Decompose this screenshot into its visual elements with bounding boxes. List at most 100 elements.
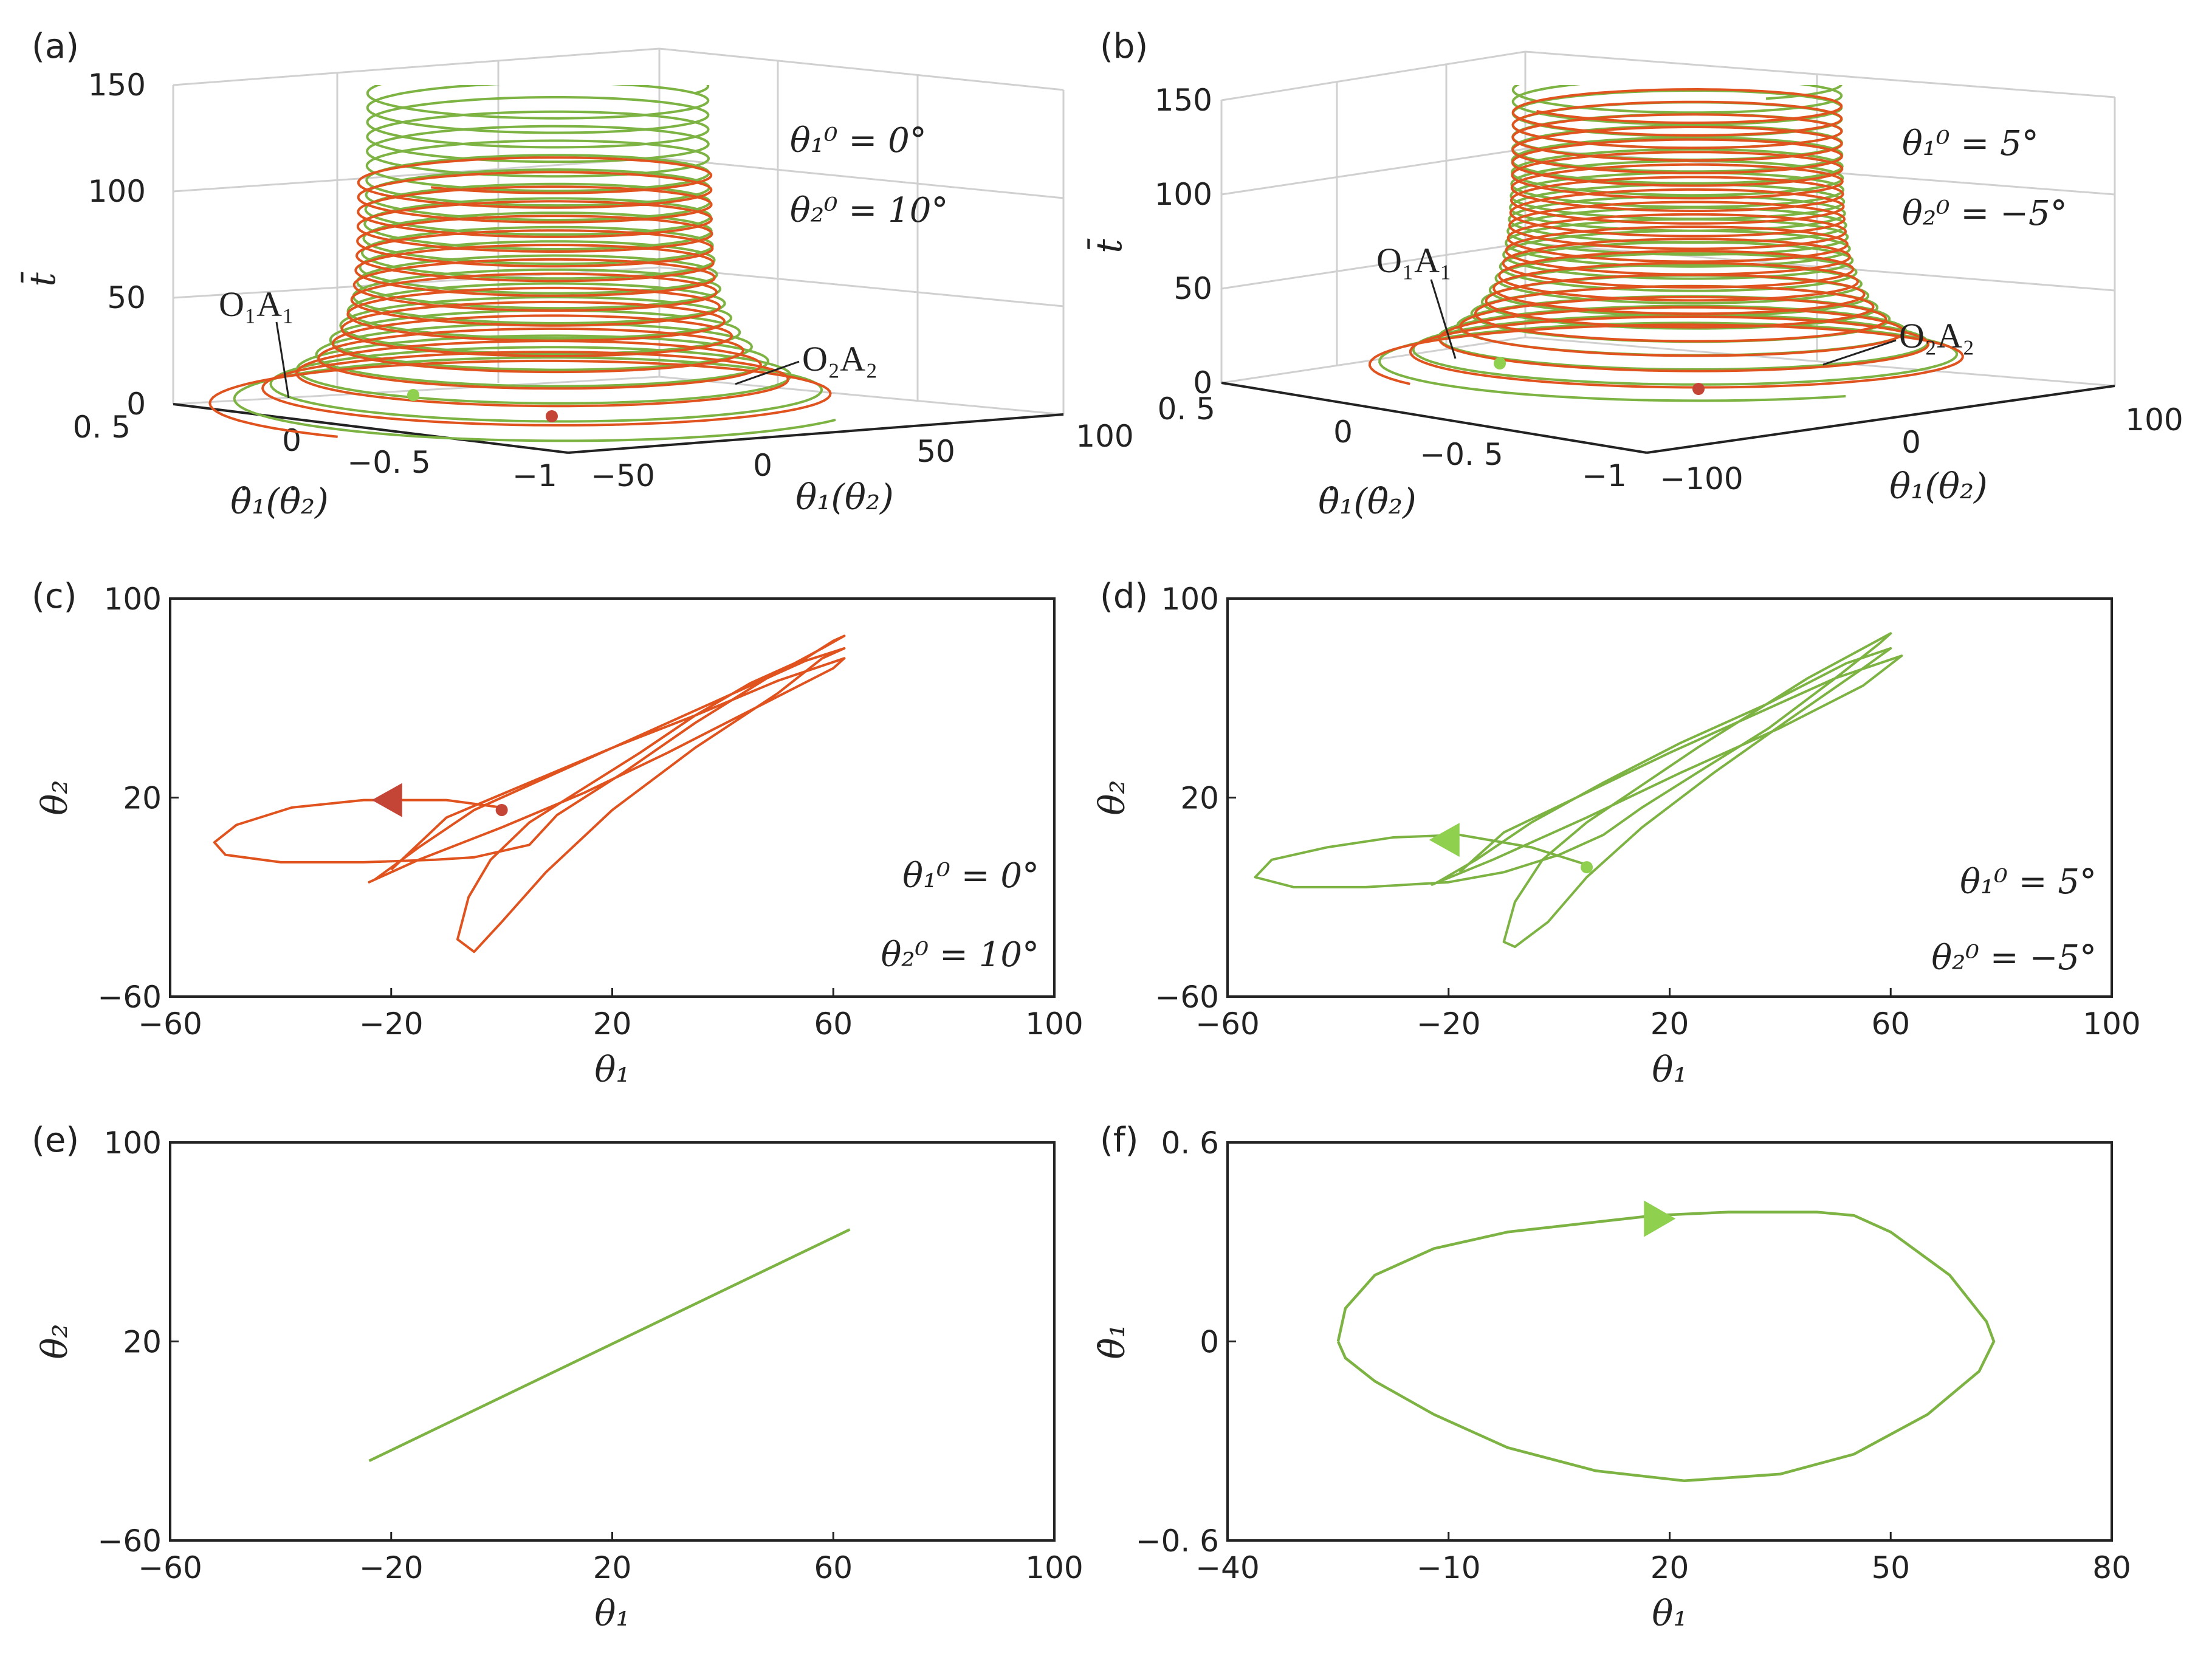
y-tick-label: 20 <box>123 781 162 816</box>
plot-frame <box>1226 1141 2113 1542</box>
helix-o2a2 <box>1378 85 1959 402</box>
x-tick: −50 <box>591 458 655 493</box>
y-tick: −0. 5 <box>1420 437 1503 472</box>
panel-label-d: (d) <box>1100 577 1148 616</box>
x-tick-label: −60 <box>1195 1006 1260 1042</box>
x-axis-label: θ₁ <box>1652 1049 1687 1090</box>
x-tick-label: −40 <box>1195 1550 1260 1585</box>
z-tick: 50 <box>107 280 146 315</box>
z-ticks-a: 150 100 50 0 <box>88 67 146 422</box>
z-ticks-b: 150 100 50 0 <box>1155 83 1212 400</box>
x-tick-label: 100 <box>1025 1006 1083 1042</box>
trajectory-label-o2a2-b: O₂A₂ <box>1899 316 1974 355</box>
trajectory-label-o1a1-b: O₁A₁ <box>1376 241 1452 280</box>
helix-o1a1 <box>208 156 832 438</box>
leader-line <box>735 360 800 385</box>
y-tick: 0. 5 <box>1158 391 1215 427</box>
x-tick-label: 80 <box>2092 1550 2131 1585</box>
x-tick: −100 <box>1660 461 1743 496</box>
release-point-marker <box>1581 861 1593 874</box>
trajectory-label-o1a1-a: O₁A₁ <box>219 284 294 324</box>
z-tick: 100 <box>88 174 146 209</box>
z-tick: 150 <box>88 67 146 103</box>
panel-b: (b) 150 100 50 0 t̄ 0. 5 <box>1087 27 2183 522</box>
y-axis-label-b: θ̇₁(θ̇₂) <box>1318 481 1417 522</box>
panel-e: (e) −60 −20 20 60 100 −60 20 100 θ₁ θ₂ <box>32 1121 1084 1634</box>
y-tick: −0. 5 <box>347 445 430 480</box>
x-axis-label: θ₁ <box>1652 1593 1687 1634</box>
y-tick: 0 <box>1333 414 1353 450</box>
data-line <box>1336 1210 1996 1483</box>
y-tick-label: −0. 6 <box>1136 1523 1219 1559</box>
annotation-line2: θ₂⁰ = −5° <box>1931 938 2097 978</box>
panel-label-a: (a) <box>32 27 79 66</box>
x-tick-label: 100 <box>2083 1006 2140 1042</box>
annotation-line1-b: θ₁⁰ = 5° <box>1902 124 2039 163</box>
helix-plot-a <box>208 85 836 442</box>
y-axis-label: θ₂ <box>34 1324 75 1359</box>
x-axis-label-a: θ₁(θ₂) <box>795 476 894 518</box>
y-axis-label: θ₂ <box>1091 780 1133 815</box>
y-tick-label: −60 <box>97 1523 162 1559</box>
y-tick-label: 20 <box>1180 781 1219 816</box>
direction-arrow <box>371 783 402 817</box>
panel-label-f: (f) <box>1100 1121 1138 1160</box>
start-point-o2a2 <box>407 389 419 401</box>
y-tick-label: 100 <box>1161 582 1219 617</box>
x-tick-label: −60 <box>138 1006 202 1042</box>
x-tick-label: 60 <box>1871 1006 1910 1042</box>
annotation-line1-a: θ₁⁰ = 0° <box>790 121 927 160</box>
y-tick: 0 <box>282 423 301 458</box>
annotation-line1: θ₁⁰ = 5° <box>1960 862 2097 902</box>
panel-f: (f) −40 −10 20 50 80 −0. 6 0 0. 6 θ₁ θ̇₁ <box>1091 1121 2131 1634</box>
y-tick-label: 0 <box>1200 1325 1219 1360</box>
y-tick: −1 <box>1582 458 1627 493</box>
x-tick-label: 20 <box>1650 1006 1689 1042</box>
x-tick-label: −20 <box>1417 1006 1481 1042</box>
z-axis-label-a: t̄ <box>20 272 63 286</box>
x-tick-label: −20 <box>359 1550 424 1585</box>
annotation-line2-a: θ₂⁰ = 10° <box>790 191 948 230</box>
y-tick-label: 0. 6 <box>1161 1125 1219 1161</box>
x-tick-label: −60 <box>138 1550 202 1585</box>
x-axis-label: θ₁ <box>594 1049 630 1090</box>
x-tick: 100 <box>1076 419 1133 454</box>
x-tick-label: −10 <box>1417 1550 1481 1585</box>
panel-label-e: (e) <box>32 1121 79 1160</box>
y-tick-label: 100 <box>104 1125 162 1161</box>
y-tick: 0. 5 <box>73 410 131 445</box>
x-ticks-b: −100 0 100 <box>1660 402 2183 496</box>
z-tick: 0 <box>126 386 146 422</box>
y-tick-label: 100 <box>104 582 162 617</box>
x-tick-label: 60 <box>814 1550 853 1585</box>
y-tick-label: −60 <box>97 980 162 1015</box>
z-tick: 150 <box>1155 83 1212 118</box>
x-tick-label: 100 <box>1025 1550 1083 1585</box>
data-line <box>1254 632 1903 949</box>
data-line <box>368 1228 851 1463</box>
leader-line <box>275 321 290 399</box>
z-tick: 0 <box>1193 365 1212 400</box>
plot-frame <box>169 1141 1056 1542</box>
plot-frame <box>1226 597 2113 998</box>
y-axis-label-a: θ̇₁(θ̇₂) <box>230 481 329 522</box>
y-ticks-a: 0. 5 0 −0. 5 −1 <box>73 410 557 493</box>
panel-c: (c) −60 −20 20 60 100 −60 20 100 θ₁ θ₂ θ₁⁰ = 0° θ₂⁰… <box>32 577 1084 1090</box>
annotation-line2: θ₂⁰ = 10° <box>881 935 1039 975</box>
panel-label-c: (c) <box>32 577 77 616</box>
y-tick: −1 <box>512 458 557 493</box>
y-ticks-b: 0. 5 0 −0. 5 −1 <box>1158 391 1627 493</box>
z-axis-label-b: t̄ <box>1087 238 1130 253</box>
y-axis-label: θ₂ <box>34 780 75 815</box>
start-point-o1a1 <box>546 410 558 422</box>
x-axis-label: θ₁ <box>594 1593 630 1634</box>
helix-o1a1 <box>1368 88 1964 389</box>
release-point-marker <box>495 803 508 816</box>
x-tick-label: 20 <box>593 1550 632 1585</box>
box3d-b <box>1220 50 2116 454</box>
y-axis-label: θ̇₁ <box>1091 1324 1133 1359</box>
panel-label-b: (b) <box>1100 27 1148 66</box>
x-tick: 0 <box>753 448 772 483</box>
x-tick: 0 <box>1901 425 1921 460</box>
leader-line <box>1430 279 1457 359</box>
